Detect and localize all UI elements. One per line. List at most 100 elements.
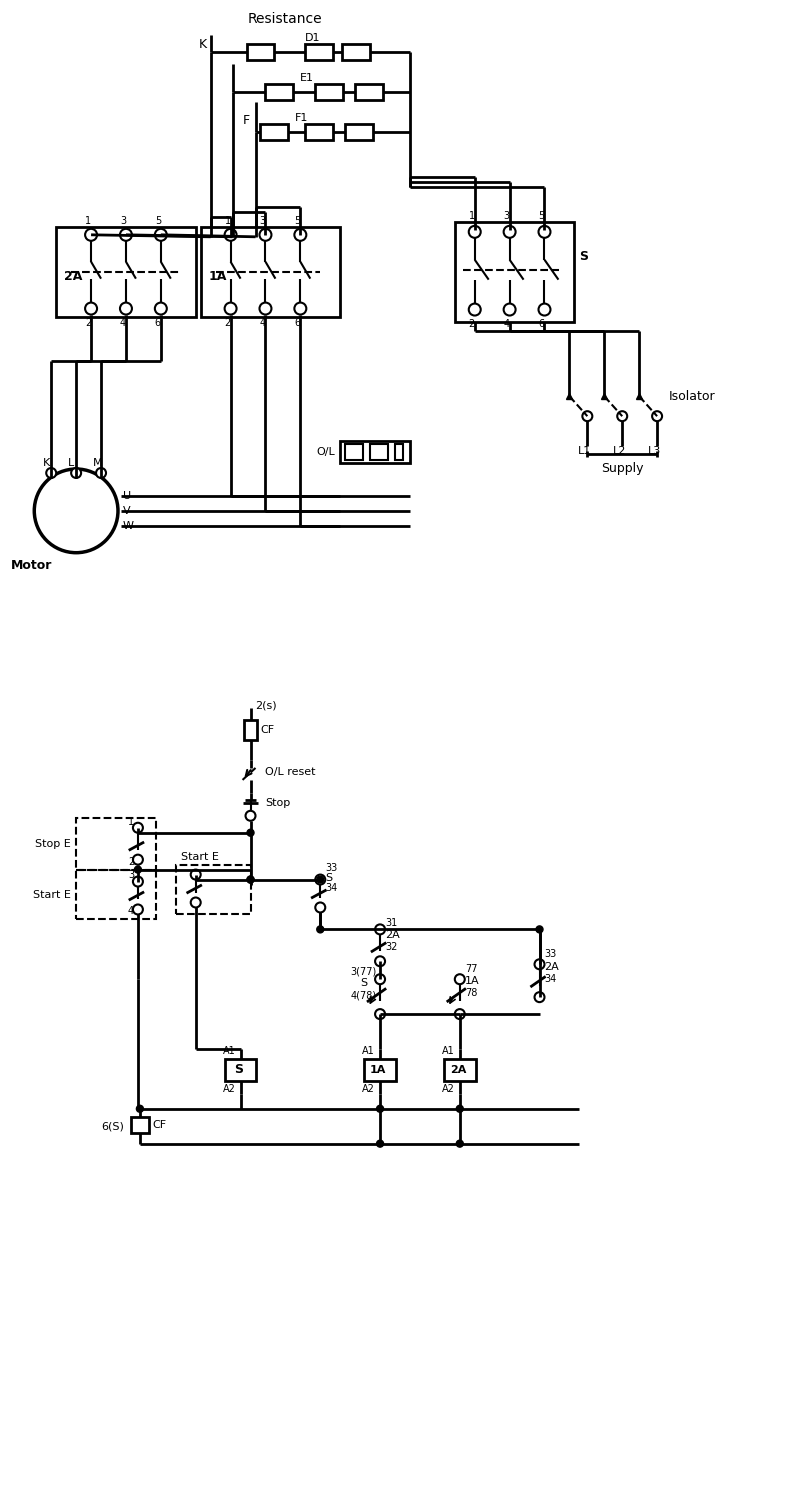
Circle shape <box>536 927 543 933</box>
Circle shape <box>71 468 81 478</box>
Circle shape <box>535 960 544 969</box>
Text: 1A: 1A <box>209 270 227 284</box>
Circle shape <box>455 1010 465 1019</box>
Circle shape <box>260 303 272 314</box>
Bar <box>345 444 363 460</box>
Circle shape <box>582 410 592 421</box>
Text: 4: 4 <box>260 317 265 327</box>
Circle shape <box>133 822 143 833</box>
Circle shape <box>225 229 237 241</box>
Text: 32: 32 <box>385 942 397 952</box>
Text: A2: A2 <box>442 1083 455 1094</box>
Bar <box>455 222 574 321</box>
Text: S: S <box>325 872 332 883</box>
Text: 2A: 2A <box>544 963 559 972</box>
Circle shape <box>155 303 167 314</box>
Text: A2: A2 <box>223 1083 236 1094</box>
Bar <box>225 1059 256 1080</box>
Text: Supply: Supply <box>601 462 643 475</box>
Text: 1: 1 <box>225 216 231 226</box>
Circle shape <box>469 303 481 315</box>
Bar <box>265 85 293 100</box>
Text: S: S <box>579 250 588 263</box>
Text: 5: 5 <box>539 211 545 220</box>
Circle shape <box>618 410 627 421</box>
Text: 1A: 1A <box>465 976 479 987</box>
Circle shape <box>120 229 132 241</box>
Text: Isolator: Isolator <box>669 389 716 403</box>
Text: 34: 34 <box>544 975 557 984</box>
Text: 2: 2 <box>225 317 231 327</box>
Circle shape <box>375 1010 385 1019</box>
Text: Resistance: Resistance <box>248 12 323 26</box>
Circle shape <box>46 468 56 478</box>
Bar <box>355 85 383 100</box>
Text: Start E: Start E <box>34 889 71 899</box>
Text: 2: 2 <box>85 317 91 327</box>
Circle shape <box>456 1105 463 1112</box>
Text: K: K <box>43 459 50 468</box>
Text: 3: 3 <box>120 216 126 226</box>
Text: F1: F1 <box>296 113 308 124</box>
Text: 4: 4 <box>120 317 126 327</box>
Text: 2: 2 <box>469 318 475 329</box>
Text: CF: CF <box>153 1120 167 1130</box>
Circle shape <box>155 229 167 241</box>
Circle shape <box>539 226 551 238</box>
Circle shape <box>294 229 306 241</box>
Circle shape <box>652 410 662 421</box>
Text: 5: 5 <box>294 216 300 226</box>
Bar <box>370 444 388 460</box>
Text: 4: 4 <box>503 318 510 329</box>
Text: 3: 3 <box>128 869 134 880</box>
Text: 78: 78 <box>465 988 477 997</box>
Text: L3: L3 <box>647 447 661 456</box>
Text: A1: A1 <box>442 1046 455 1056</box>
Text: S: S <box>235 1064 244 1076</box>
Text: 3: 3 <box>260 216 265 226</box>
Circle shape <box>294 303 306 314</box>
Text: 6: 6 <box>155 317 161 327</box>
Circle shape <box>133 877 143 887</box>
Circle shape <box>34 469 118 552</box>
Text: 4(78): 4(78) <box>350 990 376 1000</box>
Circle shape <box>376 1141 384 1147</box>
Circle shape <box>260 229 272 241</box>
Circle shape <box>85 303 97 314</box>
Text: Motor: Motor <box>11 560 53 572</box>
Bar <box>364 1059 396 1080</box>
Text: O/L reset: O/L reset <box>265 767 316 777</box>
Circle shape <box>120 303 132 314</box>
Circle shape <box>316 877 324 883</box>
Text: 6: 6 <box>539 318 545 329</box>
Circle shape <box>191 869 201 880</box>
Circle shape <box>503 226 515 238</box>
Circle shape <box>503 303 515 315</box>
Text: W: W <box>123 521 134 531</box>
Text: 77: 77 <box>465 964 477 975</box>
Circle shape <box>375 957 385 966</box>
Text: A1: A1 <box>362 1046 375 1056</box>
Text: 2A: 2A <box>450 1065 466 1074</box>
Text: L1: L1 <box>578 447 591 456</box>
Circle shape <box>191 898 201 907</box>
Text: 4: 4 <box>128 907 134 916</box>
Text: 5: 5 <box>155 216 161 226</box>
Circle shape <box>316 902 325 913</box>
Bar <box>56 226 196 317</box>
Circle shape <box>133 854 143 865</box>
Text: V: V <box>123 506 130 516</box>
Bar <box>260 124 288 140</box>
Text: L: L <box>68 459 74 468</box>
Text: 34: 34 <box>325 883 337 892</box>
Circle shape <box>316 875 325 884</box>
Bar <box>131 1117 149 1133</box>
Text: F: F <box>243 113 249 127</box>
Bar <box>244 720 257 739</box>
Bar <box>340 441 410 463</box>
Circle shape <box>455 975 465 984</box>
Text: A2: A2 <box>362 1083 375 1094</box>
Text: Start E: Start E <box>181 851 219 862</box>
Circle shape <box>247 830 254 836</box>
Text: 33: 33 <box>544 949 557 960</box>
